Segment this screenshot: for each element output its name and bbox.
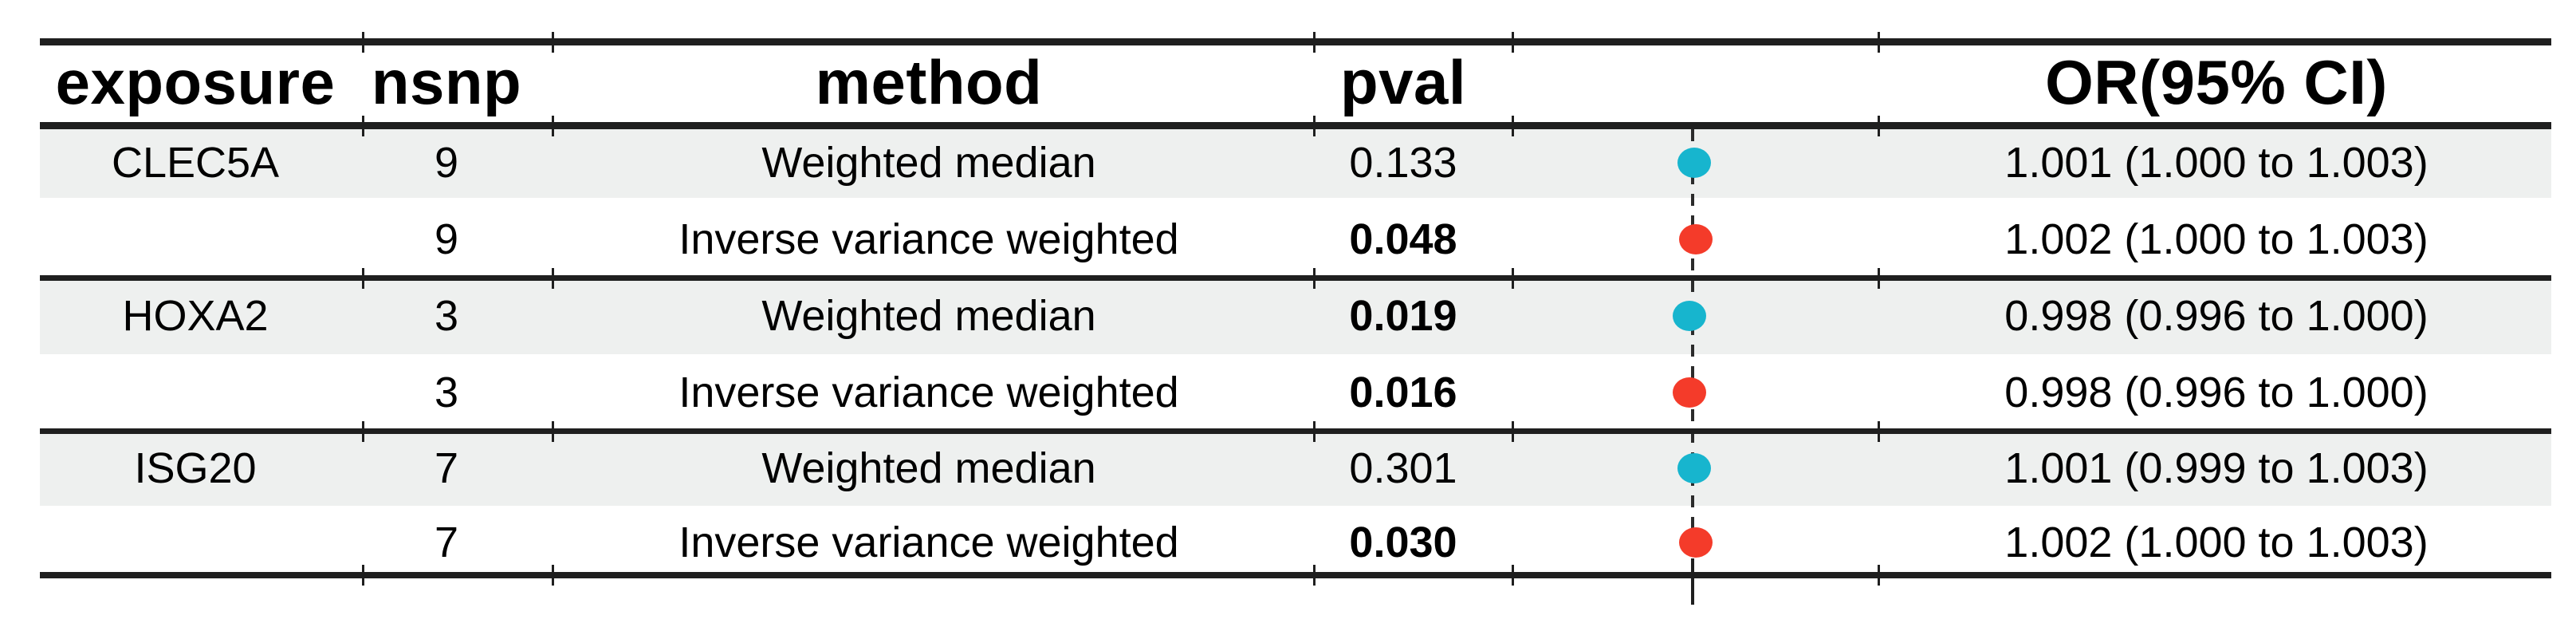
or-ci-cell: 0.998 (0.996 to 1.000) — [2004, 292, 2429, 340]
column-boundary-tick — [361, 115, 364, 136]
pval-cell: 0.133 — [1349, 139, 1457, 187]
column-boundary-tick — [1312, 31, 1316, 53]
forest-dot — [1677, 453, 1711, 483]
header-bottom-border — [40, 122, 2551, 129]
or-ci-cell: 1.001 (1.000 to 1.003) — [2004, 139, 2429, 187]
or-ci-cell: 1.002 (1.000 to 1.003) — [2004, 215, 2429, 263]
column-boundary-tick — [551, 565, 554, 586]
pval-cell: 0.048 — [1349, 215, 1457, 263]
column-header-pval: pval — [1339, 47, 1467, 117]
column-boundary-tick — [551, 267, 554, 289]
column-boundary-tick — [1312, 565, 1316, 586]
column-boundary-tick — [361, 565, 364, 586]
table-top-border — [40, 38, 2551, 45]
nsnp-cell: 9 — [434, 215, 459, 263]
forest-dot — [1677, 148, 1711, 178]
row-stripe — [40, 281, 2551, 354]
exposure-cell: CLEC5A — [111, 139, 280, 187]
or-ci-cell: 1.001 (0.999 to 1.003) — [2004, 444, 2429, 492]
column-boundary-tick — [361, 267, 364, 289]
column-boundary-tick — [361, 420, 364, 442]
row-stripe — [40, 434, 2551, 506]
null-effect-dashed-line — [1691, 129, 1694, 573]
forest-dot — [1673, 377, 1706, 408]
column-boundary-tick — [1877, 420, 1880, 442]
column-boundary-tick — [1511, 267, 1514, 289]
column-header-method: method — [815, 47, 1043, 117]
or-ci-cell: 0.998 (0.996 to 1.000) — [2004, 369, 2429, 416]
column-boundary-tick — [1877, 115, 1880, 136]
pval-cell: 0.019 — [1349, 292, 1457, 340]
column-boundary-tick — [1511, 420, 1514, 442]
forest-dot — [1679, 224, 1713, 254]
axis-tick-or-1 — [1691, 558, 1694, 605]
method-cell: Weighted median — [761, 292, 1096, 340]
pval-cell: 0.301 — [1349, 444, 1457, 492]
exposure-cell: ISG20 — [134, 444, 257, 492]
row-stripe — [40, 129, 2551, 198]
column-boundary-tick — [551, 31, 554, 53]
method-cell: Inverse variance weighted — [678, 369, 1179, 416]
group-separator — [40, 428, 2551, 434]
column-boundary-tick — [1312, 420, 1316, 442]
pval-cell: 0.016 — [1349, 369, 1457, 416]
column-boundary-tick — [361, 31, 364, 53]
column-header-exposure: exposure — [55, 47, 336, 117]
forest-dot — [1673, 301, 1706, 331]
column-boundary-tick — [1511, 565, 1514, 586]
exposure-cell: HOXA2 — [122, 292, 269, 340]
column-boundary-tick — [551, 420, 554, 442]
group-separator — [40, 275, 2551, 281]
nsnp-cell: 7 — [434, 444, 459, 492]
column-boundary-tick — [551, 115, 554, 136]
column-header-nsnp: nsnp — [371, 47, 522, 117]
method-cell: Inverse variance weighted — [678, 519, 1179, 566]
column-boundary-tick — [1511, 115, 1514, 136]
method-cell: Weighted median — [761, 139, 1096, 187]
column-boundary-tick — [1877, 267, 1880, 289]
nsnp-cell: 7 — [434, 519, 459, 566]
pval-cell: 0.030 — [1349, 519, 1457, 566]
table-bottom-border — [40, 572, 2551, 578]
column-boundary-tick — [1511, 31, 1514, 53]
column-boundary-tick — [1312, 267, 1316, 289]
method-cell: Inverse variance weighted — [678, 215, 1179, 263]
or-ci-cell: 1.002 (1.000 to 1.003) — [2004, 519, 2429, 566]
nsnp-cell: 3 — [434, 292, 459, 340]
forest-dot — [1679, 527, 1713, 558]
column-header-or-ci: OR(95% CI) — [2045, 47, 2388, 117]
column-boundary-tick — [1877, 31, 1880, 53]
method-cell: Weighted median — [761, 444, 1096, 492]
nsnp-cell: 3 — [434, 369, 459, 416]
column-boundary-tick — [1312, 115, 1316, 136]
nsnp-cell: 9 — [434, 139, 459, 187]
column-boundary-tick — [1877, 565, 1880, 586]
